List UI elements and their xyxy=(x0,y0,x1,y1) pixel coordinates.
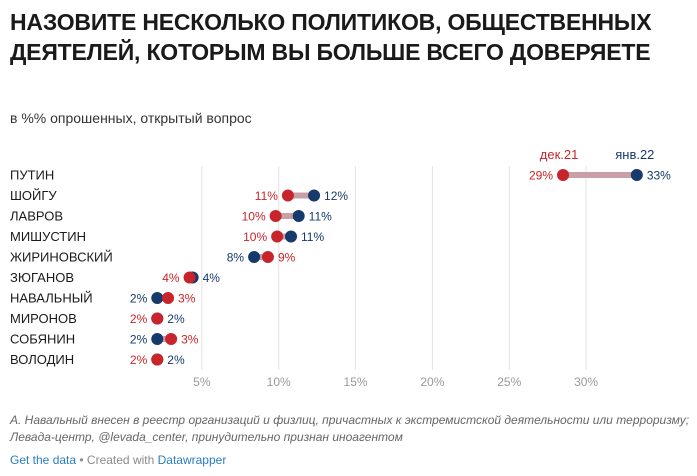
category-label: ПУТИН xyxy=(10,168,54,183)
value-label-jan22: 2% xyxy=(167,312,185,326)
x-tick-label: 15% xyxy=(344,375,368,389)
dot-dec21 xyxy=(162,292,175,304)
dot-dec21 xyxy=(151,353,164,366)
dot-dec21 xyxy=(261,251,274,263)
x-tick-label: 10% xyxy=(267,375,291,389)
x-tick-label: 25% xyxy=(497,375,521,389)
get-the-data-link[interactable]: Get the data xyxy=(10,453,77,467)
footer-separator: • Created with xyxy=(76,453,158,467)
value-label-dec21: 10% xyxy=(242,210,266,224)
category-label: ВОЛОДИН xyxy=(10,352,74,367)
value-label-jan22: 8% xyxy=(227,251,245,265)
dot-jan22 xyxy=(284,230,297,243)
dot-jan22 xyxy=(308,189,321,202)
value-label-dec21: 4% xyxy=(162,271,180,285)
chart-subtitle: в %% опрошенных, открытый вопрос xyxy=(10,110,252,126)
value-label-dec21: 10% xyxy=(243,230,267,244)
dot-dec21 xyxy=(183,271,196,284)
value-label-dec21: 29% xyxy=(529,169,553,183)
value-label-jan22: 2% xyxy=(167,353,185,367)
dot-dec21 xyxy=(151,312,164,325)
category-label: МИШУСТИН xyxy=(10,229,86,244)
value-label-jan22: 11% xyxy=(301,230,324,244)
x-tick-label: 20% xyxy=(420,375,444,389)
series-label-dec21: дек.21 xyxy=(540,147,579,162)
dot-range-chart: 5% 10% 15% 20% 25% 30% ПУТИН 29% 33% дек.21 янв.22… xyxy=(10,147,671,389)
chart-title: НАЗОВИТЕ НЕСКОЛЬКО ПОЛИТИКОВ, ОБЩЕСТВЕНН… xyxy=(10,9,652,65)
value-label-jan22: 2% xyxy=(130,292,148,306)
chart-footer: Get the data • Created with Datawrapper xyxy=(10,453,226,467)
category-label: ЗЮГАНОВ xyxy=(10,270,74,285)
value-label-dec21: 11% xyxy=(255,189,278,203)
value-label-jan22: 33% xyxy=(647,169,671,183)
datawrapper-link[interactable]: Datawrapper xyxy=(157,453,227,467)
value-label-dec21: 2% xyxy=(130,353,148,367)
category-label: ШОЙГУ xyxy=(10,188,57,203)
category-label: СОБЯНИН xyxy=(10,332,75,347)
category-label: ЖИРИНОВСКИЙ xyxy=(10,250,113,265)
x-tick-label: 5% xyxy=(193,375,211,389)
dot-jan22 xyxy=(151,333,164,345)
category-label: ЛАВРОВ xyxy=(10,209,63,224)
dot-jan22 xyxy=(248,251,261,263)
dot-jan22 xyxy=(292,210,305,222)
value-label-jan22: 4% xyxy=(203,271,221,285)
x-tick-label: 30% xyxy=(574,375,598,389)
chart-notes: А. Навальный внесен в реестр организаций… xyxy=(10,413,690,444)
value-label-dec21: 3% xyxy=(178,292,196,306)
value-label-dec21: 9% xyxy=(278,251,296,265)
dot-dec21 xyxy=(269,210,282,222)
series-label-jan22: янв.22 xyxy=(615,147,654,162)
dot-dec21 xyxy=(281,189,294,202)
dot-jan22 xyxy=(630,169,643,181)
category-label: НАВАЛЬНЫЙ xyxy=(10,291,93,306)
value-label-dec21: 2% xyxy=(130,312,148,326)
dot-dec21 xyxy=(271,230,284,243)
dot-jan22 xyxy=(151,292,164,304)
value-label-jan22: 11% xyxy=(309,210,332,224)
value-label-jan22: 2% xyxy=(130,333,148,347)
category-label: МИРОНОВ xyxy=(10,311,77,326)
value-label-dec21: 3% xyxy=(181,333,199,347)
dot-dec21 xyxy=(165,333,178,345)
value-label-jan22: 12% xyxy=(324,189,348,203)
dot-dec21 xyxy=(557,169,570,181)
